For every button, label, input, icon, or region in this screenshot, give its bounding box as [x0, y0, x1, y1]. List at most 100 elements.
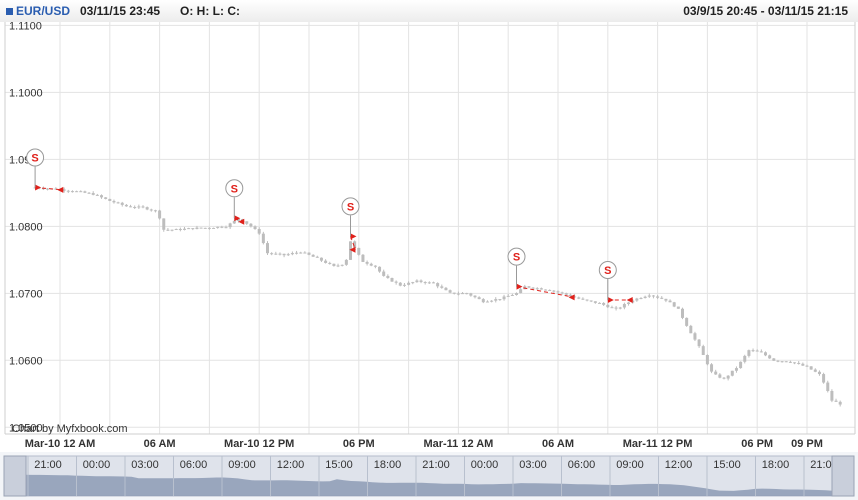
candle-body — [598, 302, 601, 304]
candle-body — [415, 280, 419, 283]
candle-body — [784, 361, 788, 363]
candle-body — [494, 299, 498, 301]
candle-body — [751, 350, 755, 352]
candle-body — [166, 229, 170, 231]
candle-body — [622, 304, 626, 308]
time-navigator[interactable]: 21:00 00:00 03:00 06:00 09:00 12:00 15:00 18:00… — [0, 452, 858, 500]
candle-body — [452, 292, 456, 294]
price-chart[interactable]: 1.11001.10001.09001.08001.07001.06001.05… — [0, 22, 858, 452]
candle-body — [685, 317, 689, 326]
navigator-label: 15:00 — [325, 459, 353, 471]
candle-body — [780, 361, 784, 363]
candle-body — [83, 191, 87, 193]
candle-body — [183, 228, 186, 230]
x-tick-label: Mar-10 12 AM — [25, 438, 96, 450]
candle-body — [41, 188, 45, 190]
x-tick-label: 06 AM — [144, 438, 176, 450]
candle-body — [270, 253, 274, 255]
candle-body — [120, 202, 124, 205]
candle-body — [174, 229, 178, 231]
candle-body — [788, 361, 792, 363]
candle-body — [62, 189, 66, 191]
navigator-label: 21:00 — [422, 459, 450, 471]
candle-body — [232, 220, 236, 224]
candle-body — [527, 286, 531, 288]
date-range: 03/9/15 20:45 - 03/11/15 21:15 — [683, 4, 848, 18]
candle-body — [681, 308, 684, 318]
candle-body — [91, 193, 95, 195]
navigator-left-handle[interactable] — [3, 455, 27, 497]
candle-body — [585, 299, 589, 301]
candle-body — [353, 241, 357, 248]
candle-body — [473, 295, 477, 298]
candle-body — [710, 364, 714, 372]
candle-body — [477, 297, 481, 300]
candle-body — [108, 198, 112, 201]
candle-body — [502, 296, 506, 300]
navigator-labels: 21:00 00:00 03:00 06:00 09:00 12:00 15:00 18:00… — [27, 456, 838, 496]
candle-body — [266, 243, 269, 254]
candle-body — [515, 293, 518, 295]
candle-body — [390, 277, 394, 282]
candle-body — [593, 301, 597, 303]
candle-body — [809, 366, 813, 370]
trade-close-arrow — [57, 186, 64, 193]
candle-body — [261, 233, 265, 244]
candle-body — [419, 280, 423, 283]
candle-body — [158, 210, 162, 219]
candle-body — [664, 298, 668, 301]
candle-body — [485, 301, 489, 303]
candle-body — [656, 296, 660, 298]
candle-body — [747, 350, 751, 356]
candle-body — [519, 289, 523, 294]
navigator-label: 09:00 — [616, 459, 644, 471]
candle-body — [319, 257, 323, 261]
candle-body — [386, 275, 390, 278]
symbol-label[interactable]: EUR/USD — [16, 4, 71, 18]
candle-body — [170, 229, 174, 231]
candle-body — [822, 374, 826, 383]
candle-body — [714, 371, 718, 375]
x-tick-label: 09 PM — [791, 438, 823, 450]
candle-body — [618, 307, 622, 309]
candle-body — [668, 300, 672, 303]
candle-body — [153, 210, 157, 212]
candle-body — [307, 252, 311, 255]
trade-close-arrow — [238, 218, 245, 225]
navigator-right-handle[interactable] — [831, 455, 855, 497]
trade-open-arrow — [35, 184, 42, 191]
candle-body — [336, 265, 340, 267]
candle-body — [448, 290, 452, 293]
navigator-label: 00:00 — [471, 459, 499, 471]
candle-body — [755, 350, 759, 352]
candle-body — [344, 259, 348, 265]
candle-body — [718, 374, 722, 378]
candle-body — [145, 207, 149, 210]
candle-body — [398, 282, 402, 286]
trade-sell-icon — [341, 197, 360, 216]
candle-body — [79, 191, 83, 193]
trade-sell-label: S — [31, 152, 38, 164]
y-tick-label: 1.0800 — [9, 221, 43, 233]
trade-sell-label: S — [231, 183, 238, 195]
candle-body — [220, 226, 224, 228]
candle-body — [606, 304, 610, 308]
candle-body — [635, 298, 639, 301]
candle-body — [510, 294, 514, 296]
current-datetime: 03/11/15 23:45 — [80, 4, 161, 18]
candle-body — [639, 298, 643, 300]
candle-body — [66, 190, 70, 192]
candle-body — [436, 283, 440, 287]
candle-body — [535, 288, 539, 290]
navigator-label: 15:00 — [713, 459, 741, 471]
navigator-label: 21:00 — [34, 459, 62, 471]
candle-body — [817, 371, 821, 375]
trade-sell-icon — [225, 179, 244, 198]
candle-body — [544, 289, 548, 291]
navigator-label: 18:00 — [762, 459, 790, 471]
candle-body — [75, 191, 79, 193]
chart-header: EUR/USD 03/11/15 23:45 O: H: L: C: 03/9/… — [0, 0, 858, 23]
candle-body — [838, 401, 842, 405]
candle-body — [137, 206, 141, 208]
candle-body — [236, 219, 240, 221]
